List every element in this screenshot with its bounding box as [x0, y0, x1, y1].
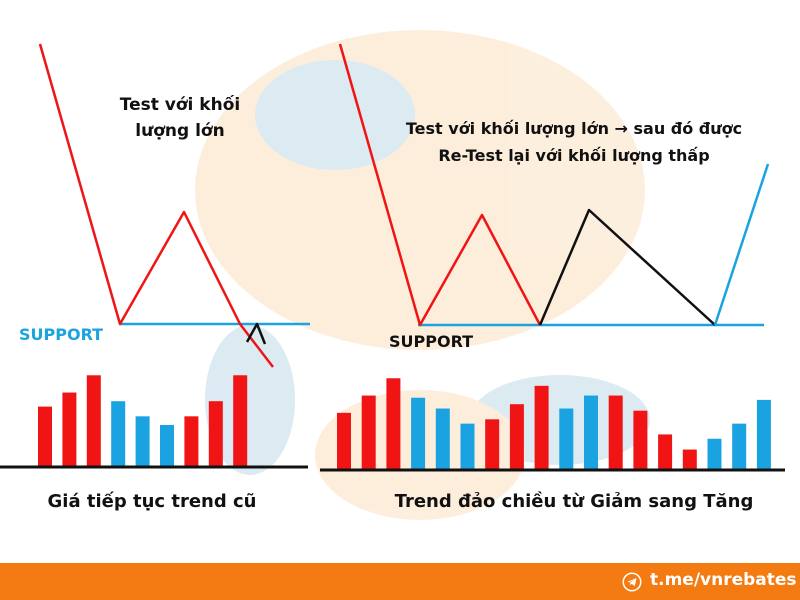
left-panel: Test với khối lượng lớn SUPPORT Giá tiếp… — [0, 43, 310, 512]
volume-bar — [184, 416, 199, 466]
watermark-blue-leaf — [255, 60, 415, 170]
price-line-blue — [713, 163, 770, 326]
volume-bar — [732, 423, 747, 469]
volume-bar — [534, 385, 549, 469]
price-line-black — [245, 322, 267, 345]
volume-bar — [38, 406, 52, 466]
volume-bar — [608, 395, 623, 469]
telegram-link[interactable]: t.me/vnrebates — [650, 570, 797, 590]
volume-bar — [86, 375, 101, 466]
volume-bar — [485, 419, 500, 469]
volume-bar — [208, 401, 223, 466]
price-line-red — [38, 43, 274, 368]
volume-bar — [756, 399, 771, 469]
support-label: SUPPORT — [19, 325, 103, 344]
right-panel: Test với khối lượng lớn → sau đó được Re… — [320, 43, 785, 512]
volume-bars — [38, 375, 248, 466]
volume-bar — [460, 423, 475, 469]
support-label: SUPPORT — [389, 332, 473, 351]
price-line-black — [538, 208, 716, 326]
footer-bar: t.me/vnrebates — [0, 563, 800, 600]
annotation-text: Test với khối — [120, 94, 240, 115]
volume-bar — [62, 392, 77, 466]
volume-bar — [135, 416, 150, 466]
caption: Giá tiếp tục trend cũ — [48, 491, 257, 512]
volume-bar — [361, 395, 376, 469]
volume-bar — [411, 397, 426, 469]
telegram-icon — [622, 572, 642, 592]
volume-bars — [337, 378, 771, 469]
volume-bar — [386, 378, 401, 469]
annotation-text: lượng lớn — [135, 121, 224, 141]
watermark-blue-leaf — [205, 325, 295, 475]
volume-bar — [559, 408, 574, 469]
volume-bar — [682, 449, 697, 469]
volume-bar — [584, 395, 598, 469]
watermark-orange-blob — [195, 30, 645, 350]
volume-bar — [233, 375, 248, 466]
volume-bar — [707, 438, 722, 469]
volume-bar — [337, 412, 351, 469]
annotation-text: Re-Test lại với khối lượng thấp — [438, 146, 709, 165]
annotation-text: Test với khối lượng lớn → sau đó được — [406, 119, 742, 138]
volume-bar — [509, 404, 524, 469]
caption: Trend đảo chiều từ Giảm sang Tăng — [395, 491, 754, 512]
volume-bar — [435, 408, 450, 469]
volume-bar — [160, 424, 174, 466]
volume-bar — [658, 434, 673, 469]
price-line-red — [338, 43, 542, 327]
volume-bar — [633, 410, 648, 469]
volume-bar — [111, 401, 126, 466]
